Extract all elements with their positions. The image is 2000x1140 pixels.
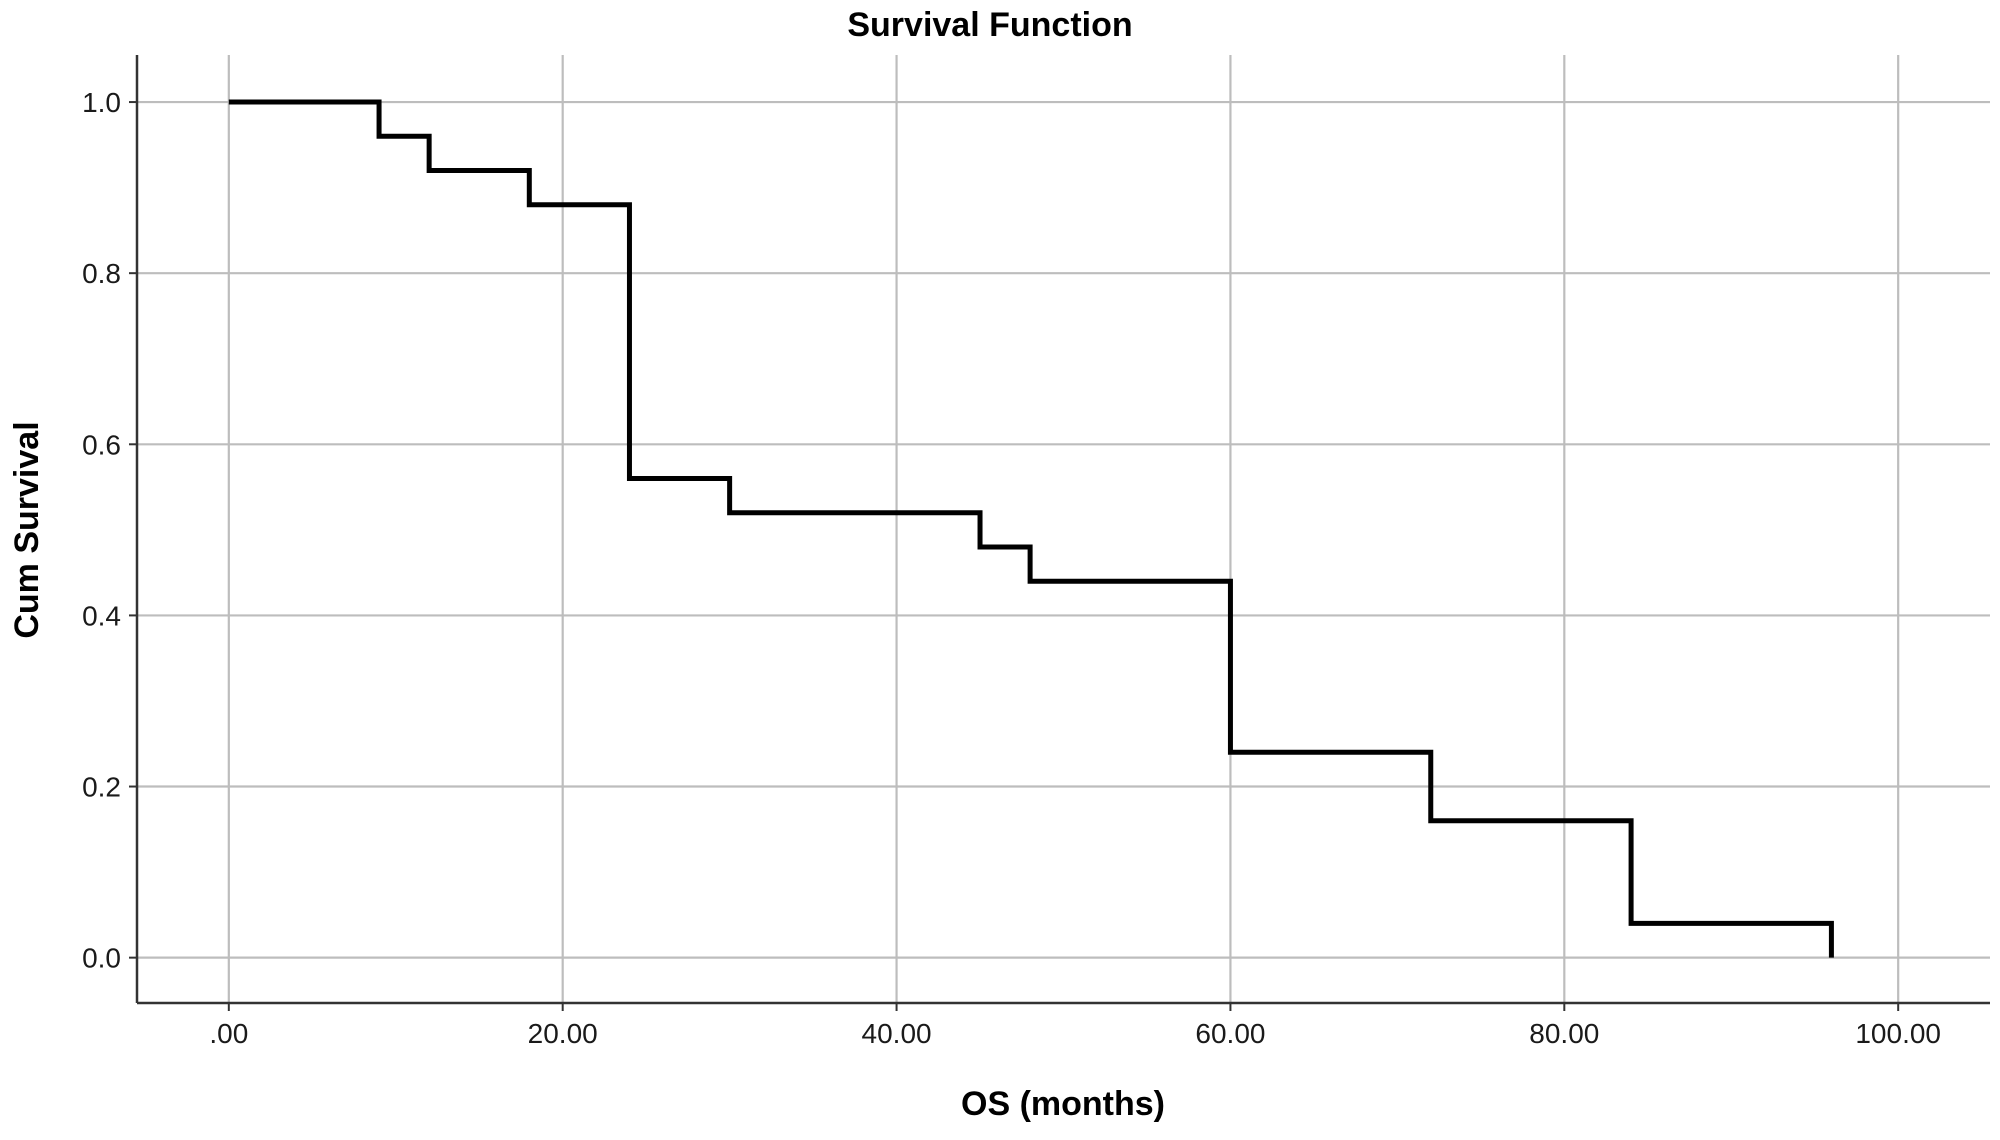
y-tick-label-1: 0.2: [82, 772, 121, 803]
y-tick-label-5: 1.0: [82, 87, 121, 118]
chart-title: Survival Function: [847, 6, 1132, 44]
x-tick-label-4: 80.00: [1529, 1018, 1599, 1049]
survival-step-line-0: [228, 99, 1834, 958]
x-tick-label-0: .00: [209, 1018, 248, 1049]
x-tick-label-1: 20.00: [528, 1018, 598, 1049]
tick-labels: 0.0 0.2 0.4 0.6 0.8 1.0 .00 20.00 40.00 60.00 80.0…: [82, 87, 1941, 1049]
x-tick-label-3: 60.00: [1195, 1018, 1265, 1049]
x-tick-label-2: 40.00: [862, 1018, 932, 1049]
series-layer: [228, 99, 1834, 958]
x-tick-label-5: 100.00: [1855, 1018, 1941, 1049]
y-tick-label-2: 0.4: [82, 600, 121, 631]
y-tick-label-4: 0.8: [82, 258, 121, 289]
y-axis-label: Cum Survival: [8, 421, 46, 638]
gridlines: [137, 55, 1990, 1003]
axes: [129, 55, 1990, 1011]
x-axis-label: OS (months): [961, 1085, 1165, 1123]
y-tick-label-0: 0.0: [82, 943, 121, 974]
y-tick-label-3: 0.6: [82, 429, 121, 460]
